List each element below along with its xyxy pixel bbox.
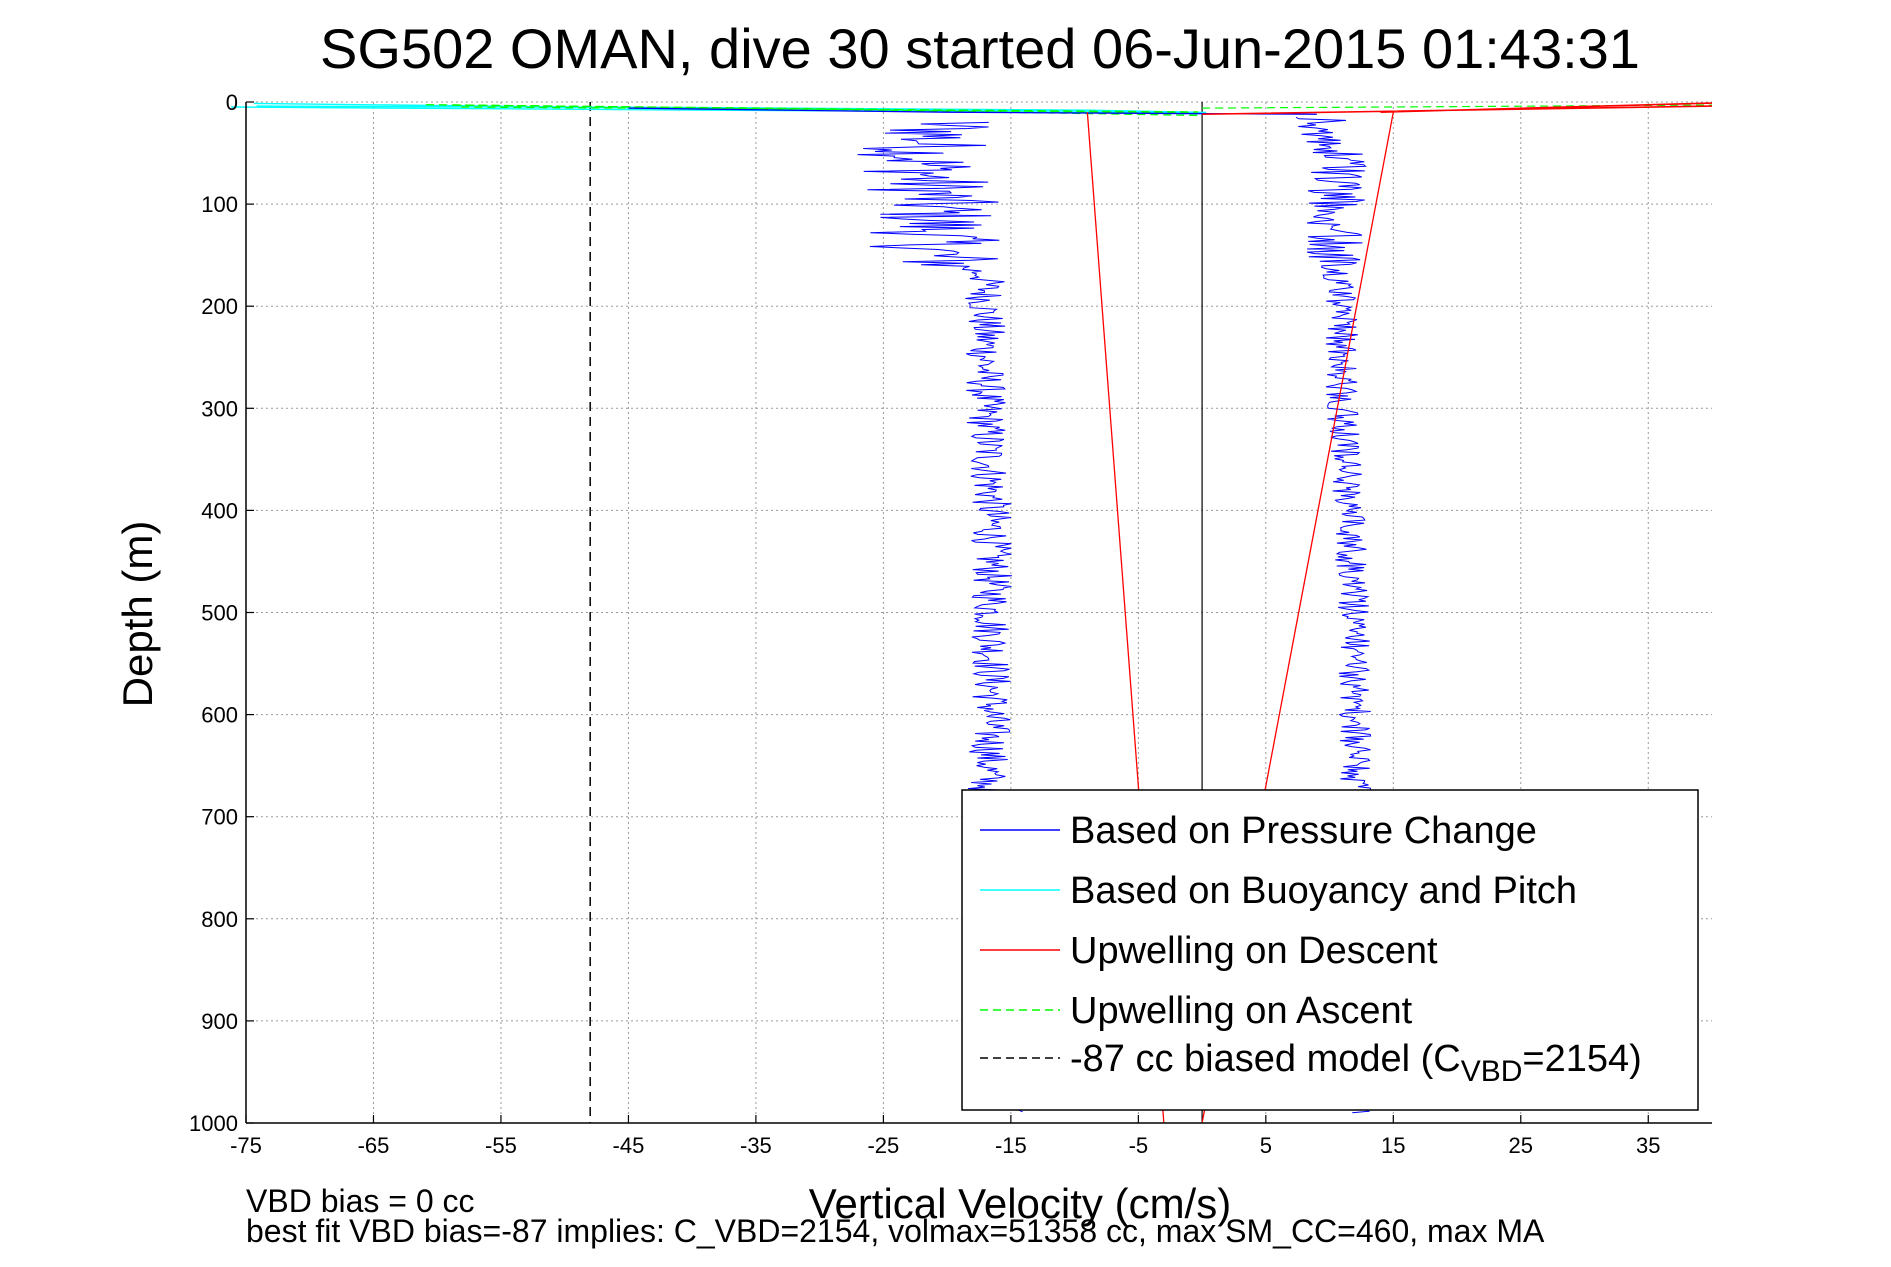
legend-label-0: Based on Pressure Change (1070, 810, 1537, 852)
y-tick-label-6: 600 (201, 703, 238, 728)
y-axis-label: Depth (m) (114, 521, 161, 708)
x-axis-label: Vertical Velocity (cm/s) (809, 1180, 1231, 1227)
y-tick-label-10: 1000 (189, 1111, 238, 1136)
y-tick-label-3: 300 (201, 396, 238, 421)
x-tick-label-7: -5 (1129, 1133, 1149, 1158)
x-tick-label-2: -55 (485, 1133, 517, 1158)
y-tick-label-8: 800 (201, 907, 238, 932)
x-tick-label-0: -75 (230, 1133, 262, 1158)
y-tick-label-9: 900 (201, 1009, 238, 1034)
tick-labels: -75 -65 -55 -45 -35 -25 -15 -5 5 15 25 350100200300… (189, 90, 1660, 1158)
x-tick-label-1: -65 (358, 1133, 390, 1158)
y-tick-label-2: 200 (201, 294, 238, 319)
chart-title: SG502 OMAN, dive 30 started 06-Jun-2015 … (320, 17, 1640, 80)
y-tick-label-0: 0 (226, 90, 238, 115)
x-tick-label-10: 25 (1509, 1133, 1533, 1158)
x-tick-label-9: 15 (1381, 1133, 1405, 1158)
y-tick-label-7: 700 (201, 805, 238, 830)
x-tick-label-6: -15 (995, 1133, 1027, 1158)
note-vbd-bias: VBD bias = 0 cc (246, 1183, 475, 1219)
legend-label-3: Upwelling on Ascent (1070, 990, 1413, 1032)
series-layer (231, 102, 1713, 1124)
series-pressure-change-surface (628, 107, 1317, 115)
series-upwelling-ascent-1 (453, 104, 1196, 114)
x-tick-label-5: -25 (867, 1133, 899, 1158)
x-tick-label-3: -45 (613, 1133, 645, 1158)
legend-label-4: -87 cc biased model (CVBD=2154) (1070, 1038, 1642, 1088)
y-tick-label-1: 100 (201, 192, 238, 217)
series-upwelling-descent-surface (1202, 102, 1713, 116)
y-tick-label-4: 400 (201, 498, 238, 523)
legend-label-2: Upwelling on Descent (1070, 930, 1438, 972)
series-upwelling-ascent-0 (425, 104, 1199, 113)
legend-label-1: Based on Buoyancy and Pitch (1070, 870, 1577, 912)
legend-box (961, 789, 1699, 1111)
x-tick-label-11: 35 (1636, 1133, 1660, 1158)
series-upwelling-ascent-right (1202, 104, 1713, 109)
x-tick-label-4: -35 (740, 1133, 772, 1158)
x-tick-label-8: 5 (1260, 1133, 1272, 1158)
note-best-fit: best fit VBD bias=-87 implies: C_VBD=215… (246, 1213, 1545, 1249)
legend: Based on Pressure Change Based on Buoyanc… (961, 789, 1699, 1111)
y-tick-label-5: 500 (201, 601, 238, 626)
